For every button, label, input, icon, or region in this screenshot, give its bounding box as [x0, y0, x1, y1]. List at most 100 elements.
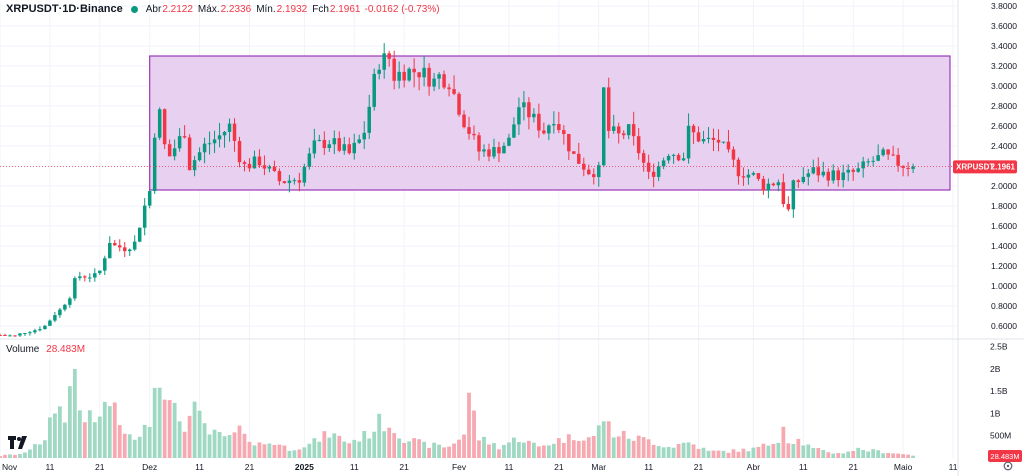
candle-body — [142, 205, 147, 228]
volume-bar — [147, 426, 152, 458]
candle-body — [911, 166, 915, 169]
volume-bar — [726, 452, 731, 458]
volume-bar — [741, 448, 746, 458]
volume-bar — [127, 434, 132, 458]
volume-bar — [482, 436, 486, 458]
tradingview-logo-icon[interactable] — [8, 436, 28, 450]
price-tick-label: 3.2000 — [991, 61, 1017, 71]
price-tick-label: 3.6000 — [991, 21, 1017, 31]
volume-bar — [626, 438, 631, 458]
price-tick-label: 2.8000 — [991, 101, 1017, 111]
volume-bar — [806, 444, 811, 458]
candle-body — [831, 170, 836, 181]
candle-body — [696, 132, 701, 142]
time-tick-label: Mar — [591, 462, 606, 472]
volume-bar — [826, 452, 831, 458]
price-tick-label: 1.4000 — [991, 241, 1017, 251]
candle-body — [118, 245, 122, 248]
volume-bar — [821, 449, 826, 458]
candle-body — [182, 136, 187, 138]
candle-body — [292, 180, 297, 182]
volume-bar — [167, 400, 172, 458]
candle-body — [786, 204, 791, 210]
volume-bar — [851, 451, 856, 458]
candle-body — [676, 154, 681, 161]
candle-body — [477, 135, 481, 152]
price-tick-label: 0.6000 — [991, 321, 1017, 331]
volume-bar — [417, 439, 422, 458]
volume-bar — [3, 454, 7, 458]
candle-body — [756, 173, 761, 179]
time-tick-label: 21 — [245, 462, 255, 472]
volume-bar — [766, 445, 771, 458]
volume-bar — [631, 440, 636, 458]
candle-body — [716, 139, 721, 143]
volume-bar — [287, 450, 292, 458]
volume-bar — [102, 401, 107, 458]
volume-tick-label: 2B — [990, 364, 1001, 374]
volume-bar — [33, 444, 37, 458]
volume-bar — [591, 435, 596, 458]
candle-body — [876, 155, 880, 161]
volume-tick-label: 1.5B — [990, 386, 1008, 396]
candle-body — [0, 335, 2, 336]
interval-label[interactable]: 1D — [62, 3, 77, 15]
high-label: Máx. — [197, 3, 220, 15]
candle-body — [901, 165, 905, 168]
candle-body — [746, 174, 751, 178]
volume-bar — [82, 422, 87, 458]
volume-label: Volume — [6, 344, 40, 355]
candle-body — [502, 145, 506, 154]
candle-body — [711, 137, 716, 140]
volume-bar — [551, 443, 556, 458]
candle-body — [78, 276, 82, 279]
volume-bar — [492, 443, 496, 458]
candle-body — [407, 68, 411, 81]
volume-bar — [282, 445, 287, 458]
volume-bar — [402, 442, 407, 458]
volume-bar — [302, 447, 307, 458]
price-tick-label: 2.4000 — [991, 141, 1017, 151]
candle-body — [836, 170, 840, 181]
volume-bar — [846, 451, 851, 458]
candle-body — [741, 176, 746, 178]
volume-bar — [561, 442, 566, 458]
candle-body — [562, 130, 566, 134]
volume-bar — [177, 421, 182, 458]
volume-bar — [586, 437, 591, 458]
volume-bar — [267, 443, 272, 458]
volume-bar — [442, 447, 446, 458]
candle-body — [452, 89, 456, 94]
candle-body — [896, 154, 900, 166]
volume-bar — [581, 440, 586, 458]
volume-bar — [72, 368, 77, 458]
volume-bar — [452, 443, 456, 458]
candle-body — [317, 139, 322, 141]
candle-body — [377, 69, 381, 74]
candle-body — [537, 113, 541, 131]
volume-bar — [487, 444, 491, 458]
volume-legend: Volume 28.483M — [6, 344, 85, 355]
volume-bar — [312, 438, 317, 458]
candle-body — [487, 149, 491, 157]
volume-bar — [67, 386, 72, 458]
volume-bar — [457, 439, 461, 458]
candle-body — [861, 161, 865, 169]
symbol-title[interactable]: XRPUSDT — [6, 3, 59, 15]
volume-badge-value: 28.483M — [990, 452, 1019, 461]
candle-body — [152, 137, 157, 192]
time-tick-label: Maio — [894, 462, 913, 472]
volume-bar — [407, 441, 412, 458]
volume-bar — [596, 425, 601, 458]
candle-body — [367, 106, 371, 133]
volume-bar — [132, 439, 137, 458]
candle-body — [38, 329, 42, 331]
volume-bar — [8, 454, 12, 458]
candle-body — [43, 325, 47, 330]
settings-gear-icon[interactable] — [1003, 461, 1013, 471]
volume-bar — [217, 432, 222, 458]
candle-body — [232, 123, 237, 141]
volume-bar — [157, 387, 162, 458]
market-status-icon[interactable] — [130, 5, 138, 13]
volume-bar — [187, 415, 192, 458]
